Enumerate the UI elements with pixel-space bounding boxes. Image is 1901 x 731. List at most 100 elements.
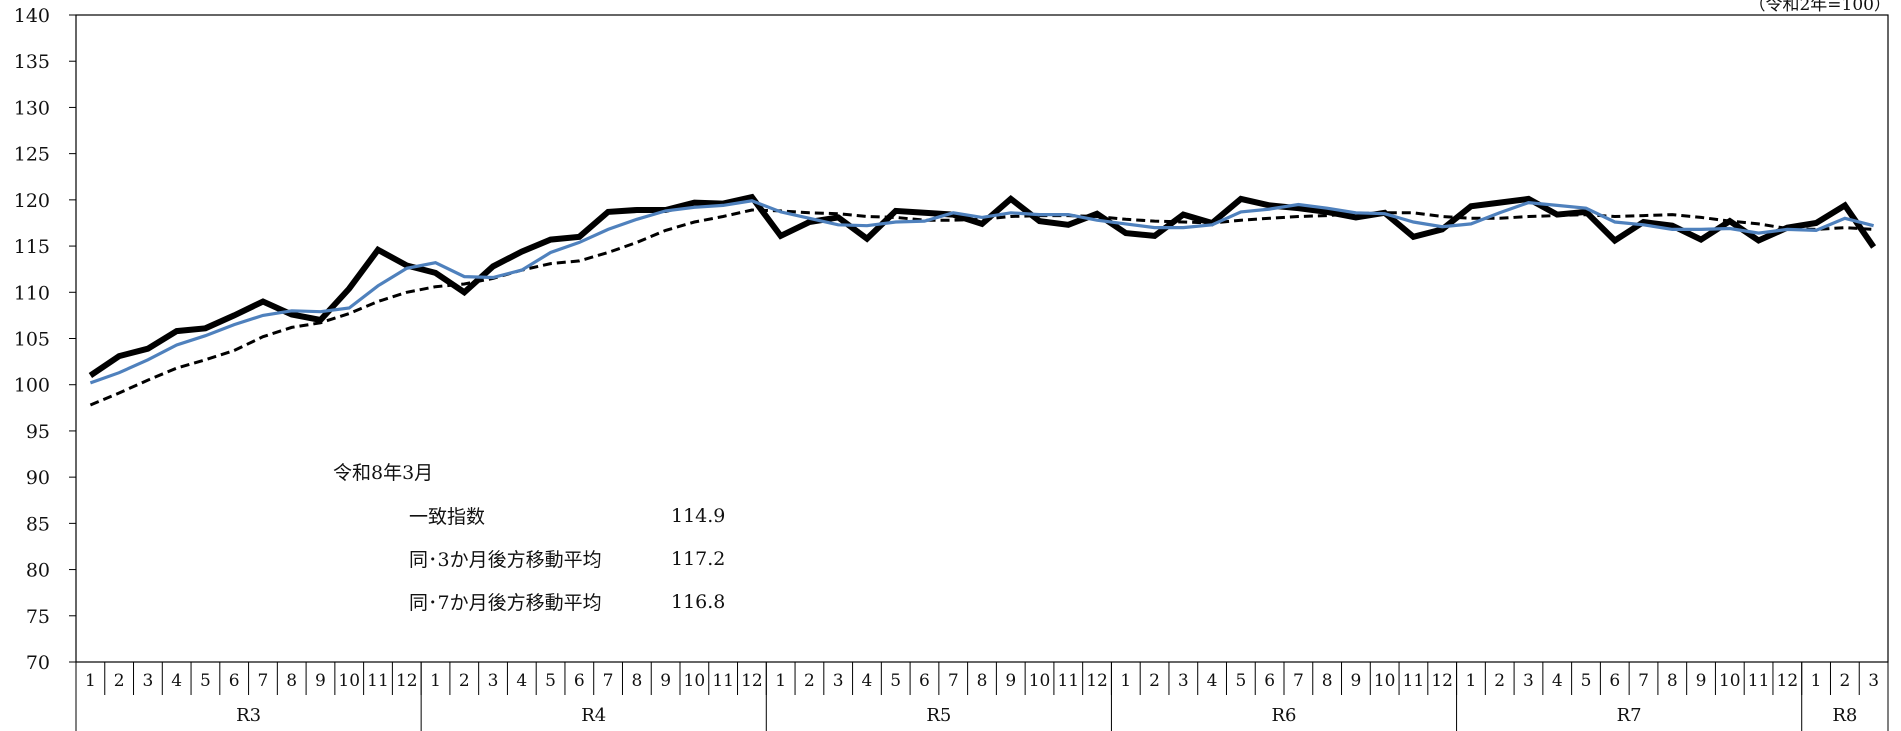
y-tick-label: 100 bbox=[14, 375, 50, 397]
series-7m-moving-average bbox=[89, 208, 1874, 407]
y-tick-label: 110 bbox=[14, 282, 50, 304]
year-label: R3 bbox=[236, 705, 261, 726]
x-tick-label: 12 bbox=[1086, 671, 1108, 691]
x-tick-label: 4 bbox=[1552, 671, 1563, 691]
y-tick-label: 70 bbox=[26, 652, 50, 674]
x-tick-label: 8 bbox=[286, 671, 297, 691]
x-tick-label: 8 bbox=[631, 671, 642, 691]
x-tick-label: 1 bbox=[85, 671, 96, 691]
x-tick-label: 8 bbox=[977, 671, 988, 691]
x-tick-label: 5 bbox=[890, 671, 901, 691]
x-tick-label: 4 bbox=[171, 671, 182, 691]
x-tick-label: 7 bbox=[258, 671, 269, 691]
legend-item-3m-average: 同･3か月後方移動平均 117.2 bbox=[333, 537, 751, 580]
x-tick-label: 2 bbox=[459, 671, 470, 691]
x-tick-label: 1 bbox=[1466, 671, 1477, 691]
series-coincident-index bbox=[88, 193, 1877, 378]
x-tick-label: 10 bbox=[1719, 671, 1741, 691]
x-tick-label: 2 bbox=[1149, 671, 1160, 691]
y-tick-label: 80 bbox=[26, 560, 50, 582]
x-tick-label: 4 bbox=[862, 671, 873, 691]
x-tick-label: 3 bbox=[833, 671, 844, 691]
x-tick-label: 6 bbox=[919, 671, 930, 691]
legend-title: 令和8年3月 bbox=[333, 462, 434, 484]
y-tick-label: 115 bbox=[14, 236, 50, 258]
x-tick-label: 3 bbox=[488, 671, 499, 691]
year-label: R7 bbox=[1617, 705, 1642, 726]
x-tick-label: 6 bbox=[1264, 671, 1275, 691]
x-tick-label: 1 bbox=[775, 671, 786, 691]
x-tick-label: 7 bbox=[603, 671, 614, 691]
x-tick-label: 1 bbox=[430, 671, 441, 691]
legend: 令和8年3月 一致指数 114.9 同･3か月後方移動平均 117.2 同･7か… bbox=[333, 452, 751, 623]
x-tick-label: 12 bbox=[1777, 671, 1799, 691]
x-tick-label: 12 bbox=[396, 671, 418, 691]
year-label: R8 bbox=[1832, 705, 1857, 726]
x-tick-label: 3 bbox=[1523, 671, 1534, 691]
x-tick-label: 9 bbox=[1350, 671, 1361, 691]
x-tick-label: 4 bbox=[1207, 671, 1218, 691]
chart-axes: 7075808590951001051101151201251301351401… bbox=[14, 5, 1889, 731]
legend-label-3m-average: 同･3か月後方移動平均 bbox=[409, 549, 602, 571]
x-tick-label: 9 bbox=[1696, 671, 1707, 691]
y-tick-label: 95 bbox=[26, 421, 50, 443]
x-tick-label: 8 bbox=[1667, 671, 1678, 691]
x-tick-label: 3 bbox=[1868, 671, 1879, 691]
x-tick-label: 9 bbox=[315, 671, 326, 691]
x-tick-label: 5 bbox=[200, 671, 211, 691]
x-tick-label: 10 bbox=[338, 671, 360, 691]
y-tick-label: 90 bbox=[26, 467, 50, 489]
x-tick-label: 2 bbox=[1494, 671, 1505, 691]
x-tick-label: 12 bbox=[1431, 671, 1453, 691]
x-tick-label: 11 bbox=[712, 671, 734, 691]
legend-item-coincident-index: 一致指数 114.9 bbox=[333, 494, 751, 537]
y-tick-label: 135 bbox=[14, 51, 50, 73]
x-tick-label: 5 bbox=[1581, 671, 1592, 691]
x-tick-label: 11 bbox=[1057, 671, 1079, 691]
x-tick-label: 6 bbox=[1609, 671, 1620, 691]
x-tick-label: 11 bbox=[367, 671, 389, 691]
x-tick-label: 6 bbox=[229, 671, 240, 691]
x-tick-label: 10 bbox=[684, 671, 706, 691]
y-tick-label: 75 bbox=[26, 606, 50, 628]
legend-item-7m-average: 同･7か月後方移動平均 116.8 bbox=[333, 580, 751, 623]
x-tick-label: 5 bbox=[545, 671, 556, 691]
year-label: R4 bbox=[581, 705, 606, 726]
y-tick-label: 105 bbox=[14, 329, 50, 351]
year-label: R5 bbox=[926, 705, 951, 726]
x-tick-label: 2 bbox=[804, 671, 815, 691]
x-tick-label: 9 bbox=[660, 671, 671, 691]
x-tick-label: 6 bbox=[574, 671, 585, 691]
x-tick-label: 2 bbox=[114, 671, 125, 691]
x-tick-label: 7 bbox=[1293, 671, 1304, 691]
x-tick-label: 1 bbox=[1120, 671, 1131, 691]
y-tick-label: 140 bbox=[14, 5, 50, 27]
x-tick-label: 3 bbox=[142, 671, 153, 691]
x-tick-label: 1 bbox=[1811, 671, 1822, 691]
legend-value-coincident-index: 114.9 bbox=[671, 504, 726, 527]
legend-value-7m-average: 116.8 bbox=[671, 590, 726, 613]
y-tick-label: 85 bbox=[26, 513, 50, 535]
legend-label-7m-average: 同･7か月後方移動平均 bbox=[409, 592, 602, 614]
x-tick-label: 8 bbox=[1322, 671, 1333, 691]
x-tick-label: 11 bbox=[1748, 671, 1770, 691]
year-label: R6 bbox=[1271, 705, 1296, 726]
unit-note: （令和2年=100） bbox=[1748, 0, 1891, 15]
legend-label-coincident-index: 一致指数 bbox=[409, 506, 486, 528]
y-tick-label: 120 bbox=[14, 190, 50, 212]
legend-value-3m-average: 117.2 bbox=[671, 547, 726, 570]
x-tick-label: 5 bbox=[1235, 671, 1246, 691]
x-tick-label: 9 bbox=[1005, 671, 1016, 691]
x-tick-label: 10 bbox=[1374, 671, 1396, 691]
y-tick-label: 125 bbox=[14, 144, 50, 166]
x-tick-label: 10 bbox=[1029, 671, 1051, 691]
y-tick-label: 130 bbox=[14, 97, 50, 119]
x-tick-label: 7 bbox=[1638, 671, 1649, 691]
series-layer bbox=[88, 193, 1877, 407]
x-tick-label: 12 bbox=[741, 671, 763, 691]
x-tick-label: 11 bbox=[1403, 671, 1425, 691]
x-tick-label: 4 bbox=[516, 671, 527, 691]
x-tick-label: 2 bbox=[1839, 671, 1850, 691]
x-tick-label: 3 bbox=[1178, 671, 1189, 691]
